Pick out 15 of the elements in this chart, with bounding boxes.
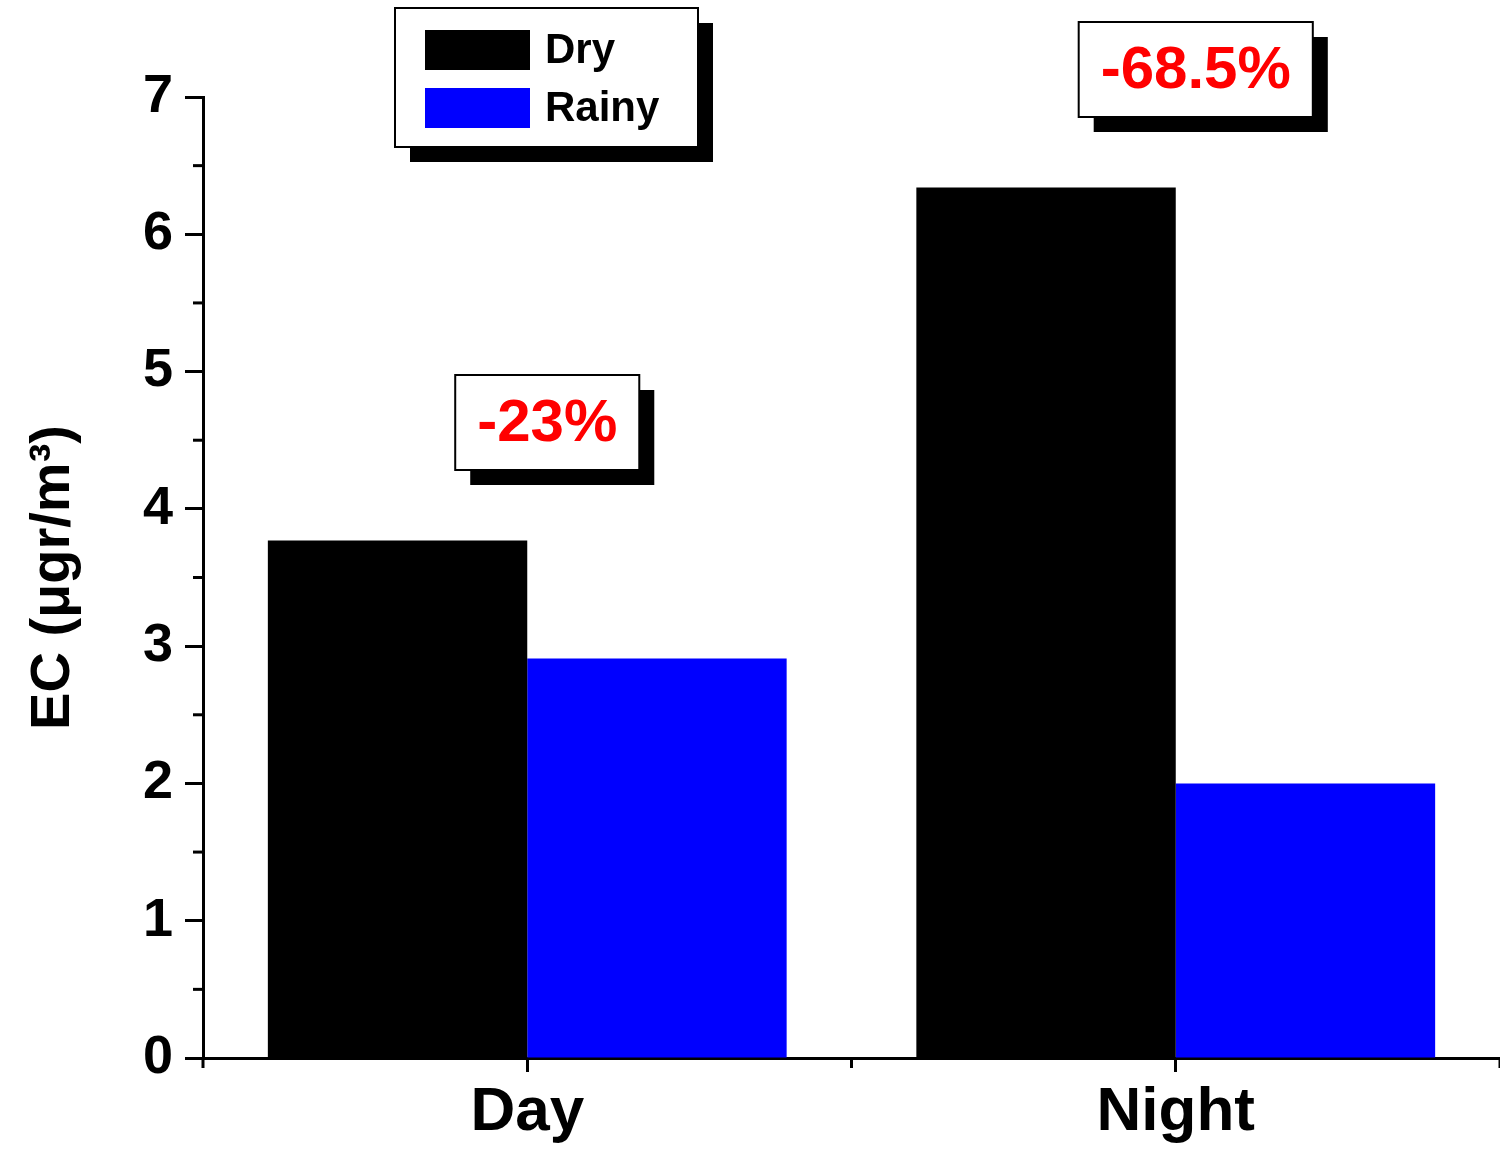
y-tick-label: 7 xyxy=(142,62,173,123)
y-tick-label: 1 xyxy=(142,886,173,947)
y-tick-label: 6 xyxy=(142,200,173,261)
annotation: -68.5% xyxy=(1100,34,1291,102)
y-tick-label: 2 xyxy=(142,749,173,810)
annotation: -23% xyxy=(477,386,618,454)
y-tick-label: 3 xyxy=(142,612,173,673)
legend-label: Dry xyxy=(545,24,616,72)
legend-label: Rainy xyxy=(545,82,661,130)
y-tick-label: 4 xyxy=(142,474,173,535)
y-tick-label: 5 xyxy=(142,337,173,398)
x-tick-label: Night xyxy=(1096,1074,1255,1144)
x-tick-label: Day xyxy=(470,1074,585,1144)
y-axis-title: EC (μgr/m³) xyxy=(18,425,82,730)
y-tick-label: 0 xyxy=(142,1023,173,1084)
